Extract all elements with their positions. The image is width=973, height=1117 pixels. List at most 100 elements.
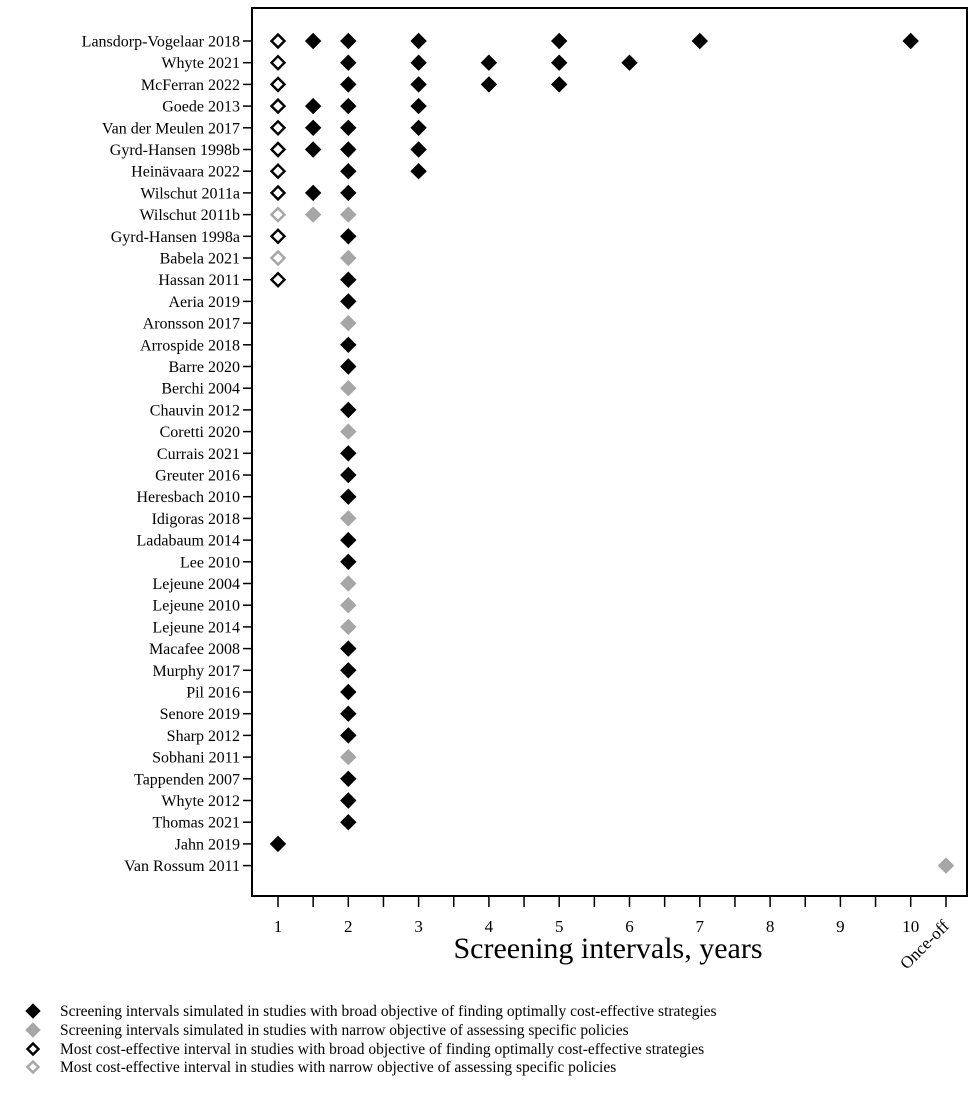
study-label: Aeria 2019	[168, 294, 240, 311]
study-label: Gyrd-Hansen 1998a	[111, 229, 240, 246]
study-label: Goede 2013	[162, 99, 240, 116]
most-cost-effective-marker	[272, 252, 285, 265]
simulated-interval-marker	[411, 142, 426, 157]
study-label: Lansdorp-Vogelaar 2018	[82, 34, 240, 51]
study-label: Sobhani 2011	[152, 750, 240, 767]
simulated-interval-marker	[341, 337, 356, 352]
most-cost-effective-marker	[272, 100, 285, 113]
study-label: Thomas 2021	[152, 815, 240, 832]
study-label: Ladabaum 2014	[136, 533, 240, 550]
simulated-interval-marker	[341, 272, 356, 287]
most-cost-effective-marker	[272, 273, 285, 286]
study-label: Lejeune 2004	[152, 576, 240, 593]
simulated-interval-marker	[306, 120, 321, 135]
simulated-interval-marker	[341, 207, 356, 222]
simulated-interval-marker	[341, 34, 356, 49]
simulated-interval-marker	[306, 142, 321, 157]
most-cost-effective-marker	[272, 121, 285, 134]
simulated-interval-marker	[341, 77, 356, 92]
study-label: Hassan 2011	[158, 272, 240, 289]
simulated-interval-marker	[341, 619, 356, 634]
simulated-interval-marker	[341, 359, 356, 374]
study-label: Wilschut 2011b	[139, 207, 240, 224]
most-cost-effective-marker	[272, 143, 285, 156]
x-tick-label: 1	[274, 917, 283, 936]
simulated-interval-marker	[306, 185, 321, 200]
study-label: Jahn 2019	[175, 836, 240, 853]
study-label: Heresbach 2010	[136, 489, 240, 506]
legend-label: Screening intervals simulated in studies…	[60, 1022, 629, 1039]
simulated-interval-marker	[341, 55, 356, 70]
study-label: Van Rossum 2011	[124, 858, 240, 875]
legend-marker-open-narrow	[28, 1062, 39, 1073]
data-markers	[271, 34, 954, 874]
simulated-interval-marker	[341, 164, 356, 179]
study-label: Van der Meulen 2017	[102, 120, 240, 137]
legend-label: Most cost-effective interval in studies …	[60, 1041, 704, 1058]
study-label: Lejeune 2014	[152, 619, 240, 636]
study-label: Gyrd-Hansen 1998b	[110, 142, 240, 159]
legend-marker-filled-narrow	[26, 1023, 40, 1037]
study-label: Berchi 2004	[161, 381, 240, 398]
study-label: Tappenden 2007	[134, 771, 240, 788]
simulated-interval-marker	[271, 836, 286, 851]
simulated-interval-marker	[306, 207, 321, 222]
simulated-interval-marker	[341, 706, 356, 721]
study-label: Whyte 2021	[161, 55, 240, 72]
simulated-interval-marker	[481, 77, 496, 92]
x-tick-label: 9	[836, 917, 845, 936]
simulated-interval-marker	[341, 685, 356, 700]
study-label: Senore 2019	[160, 706, 240, 723]
most-cost-effective-marker	[272, 165, 285, 178]
most-cost-effective-marker	[272, 78, 285, 91]
study-label: Arrospide 2018	[140, 337, 240, 354]
study-label: Greuter 2016	[155, 468, 240, 485]
simulated-interval-marker	[411, 164, 426, 179]
study-label: Sharp 2012	[167, 728, 240, 745]
simulated-interval-marker	[341, 402, 356, 417]
simulated-interval-marker	[341, 750, 356, 765]
x-axis-title: Screening intervals, years	[453, 932, 762, 965]
study-label: McFerran 2022	[141, 77, 240, 94]
study-labels: Lansdorp-Vogelaar 2018 Whyte 2021 McFerran…	[82, 34, 252, 876]
simulated-interval-marker	[341, 185, 356, 200]
simulated-interval-marker	[341, 229, 356, 244]
simulated-interval-marker	[341, 728, 356, 743]
study-label: Aronsson 2017	[143, 316, 240, 333]
simulated-interval-marker	[341, 251, 356, 266]
simulated-interval-marker	[341, 793, 356, 808]
most-cost-effective-marker	[272, 186, 285, 199]
simulated-interval-marker	[306, 34, 321, 49]
simulated-interval-marker	[341, 294, 356, 309]
study-label: Whyte 2012	[161, 793, 240, 810]
study-label: Barre 2020	[168, 359, 240, 376]
simulated-interval-marker	[939, 858, 954, 873]
study-label: Currais 2021	[157, 446, 240, 463]
study-label: Macafee 2008	[149, 641, 240, 658]
study-label: Chauvin 2012	[150, 402, 240, 419]
x-tick-label: 10	[902, 917, 919, 936]
simulated-interval-marker	[341, 554, 356, 569]
simulated-interval-marker	[341, 99, 356, 114]
simulated-interval-marker	[341, 576, 356, 591]
simulated-interval-marker	[341, 446, 356, 461]
simulated-interval-marker	[622, 55, 637, 70]
simulated-interval-marker	[341, 511, 356, 526]
study-label: Coretti 2020	[160, 424, 240, 441]
study-label: Murphy 2017	[152, 663, 240, 680]
simulated-interval-marker	[411, 99, 426, 114]
legend-label: Most cost-effective interval in studies …	[60, 1059, 616, 1076]
study-label: Lejeune 2010	[152, 598, 240, 615]
legend: Screening intervals simulated in studies…	[26, 1003, 717, 1076]
simulated-interval-marker	[903, 34, 918, 49]
simulated-interval-marker	[411, 77, 426, 92]
simulated-interval-marker	[341, 316, 356, 331]
simulated-interval-marker	[481, 55, 496, 70]
x-tick-label: 3	[414, 917, 423, 936]
plot-frame	[252, 8, 967, 896]
x-tick-label: 2	[344, 917, 353, 936]
study-label: Heinävaara 2022	[131, 164, 240, 181]
simulated-interval-marker	[341, 533, 356, 548]
study-label: Idigoras 2018	[152, 511, 240, 528]
